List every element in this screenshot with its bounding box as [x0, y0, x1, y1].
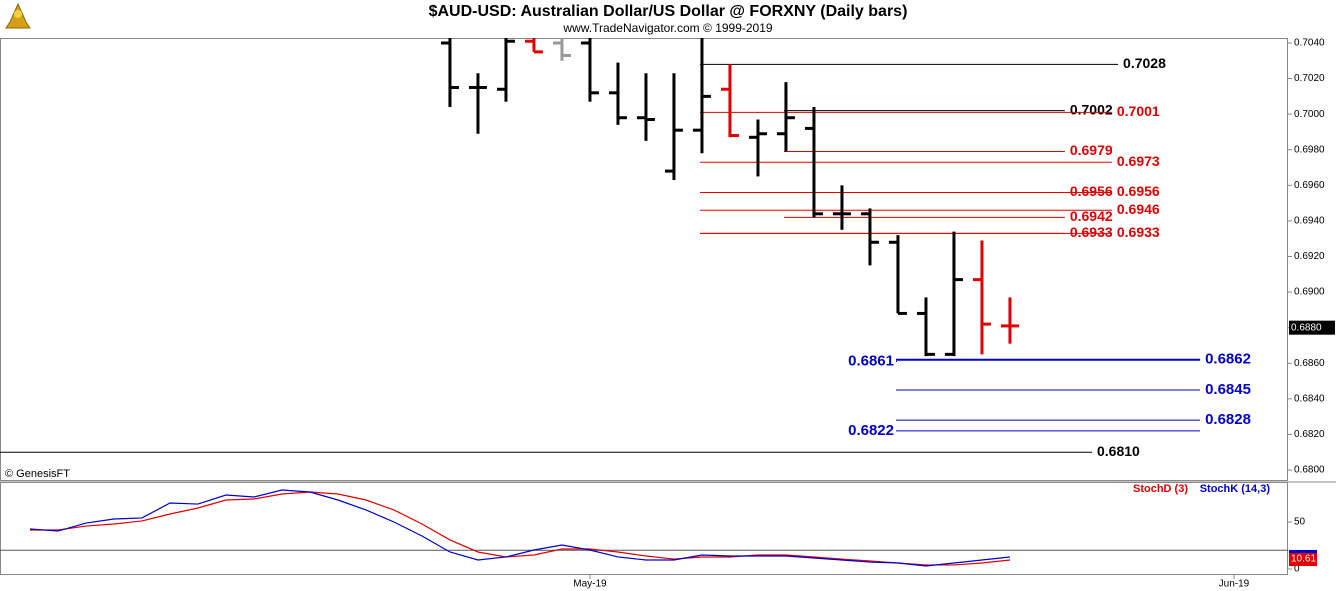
level-label: 0.6822 [848, 422, 894, 439]
y-tick-label: 0.6800 [1294, 465, 1325, 476]
last-price-box [1289, 320, 1335, 335]
y-tick-label: 0.6840 [1294, 393, 1325, 404]
copyright: © GenesisFT [5, 468, 70, 480]
level-label: 0.6946 [1117, 201, 1160, 217]
stoch-tick-label: 0 [1294, 564, 1300, 575]
level-label: 0.6942 [1070, 208, 1113, 224]
y-tick-label: 0.6820 [1294, 429, 1325, 440]
level-label: 0.6933 [1117, 224, 1160, 240]
level-label: 0.6979 [1070, 142, 1113, 158]
level-label: 0.6956 [1117, 183, 1160, 199]
y-tick-label: 0.6980 [1294, 144, 1325, 155]
y-tick-label: 0.7040 [1294, 38, 1325, 49]
stoch-line [29, 491, 1011, 566]
level-label: 0.6861 [848, 352, 894, 369]
level-label: 0.6933 [1070, 224, 1113, 240]
x-tick-label: May-19 [573, 579, 607, 590]
y-tick-label: 0.7000 [1294, 109, 1325, 120]
level-label: 0.6828 [1205, 411, 1251, 428]
level-label: 0.7028 [1123, 55, 1166, 71]
y-tick-label: 0.6860 [1294, 358, 1325, 369]
y-tick-label: 0.6940 [1294, 216, 1325, 227]
legend-entry: StochD (3) [1133, 483, 1188, 495]
y-tick-label: 0.6900 [1294, 287, 1325, 298]
chart-subtitle: www.TradeNavigator.com © 1999-2019 [562, 21, 772, 35]
chart-title: $AUD-USD: Australian Dollar/US Dollar @ … [429, 3, 908, 20]
y-tick-label: 0.7020 [1294, 73, 1325, 84]
y-tick-label: 0.6960 [1294, 180, 1325, 191]
level-label: 0.6810 [1097, 443, 1140, 459]
level-label: 0.6862 [1205, 351, 1251, 368]
logo [5, 2, 31, 29]
level-label: 0.6845 [1205, 381, 1251, 398]
last-price-label: 0.6880 [1291, 322, 1322, 333]
level-label: 0.6956 [1070, 183, 1113, 199]
x-tick-label: Jun-19 [1219, 579, 1250, 590]
last-value-box [1289, 553, 1317, 567]
stoch-line [29, 489, 1011, 567]
last-value-label: 10.61 [1291, 554, 1316, 565]
level-label: 0.7001 [1117, 103, 1160, 119]
stoch-tick-label: 50 [1294, 517, 1306, 528]
legend-entry: StochK (14,3) [1200, 483, 1271, 495]
y-tick-label: 0.6920 [1294, 251, 1325, 262]
level-label: 0.6973 [1117, 153, 1160, 169]
main-panel [0, 38, 1288, 481]
level-label: 0.7002 [1070, 101, 1113, 117]
